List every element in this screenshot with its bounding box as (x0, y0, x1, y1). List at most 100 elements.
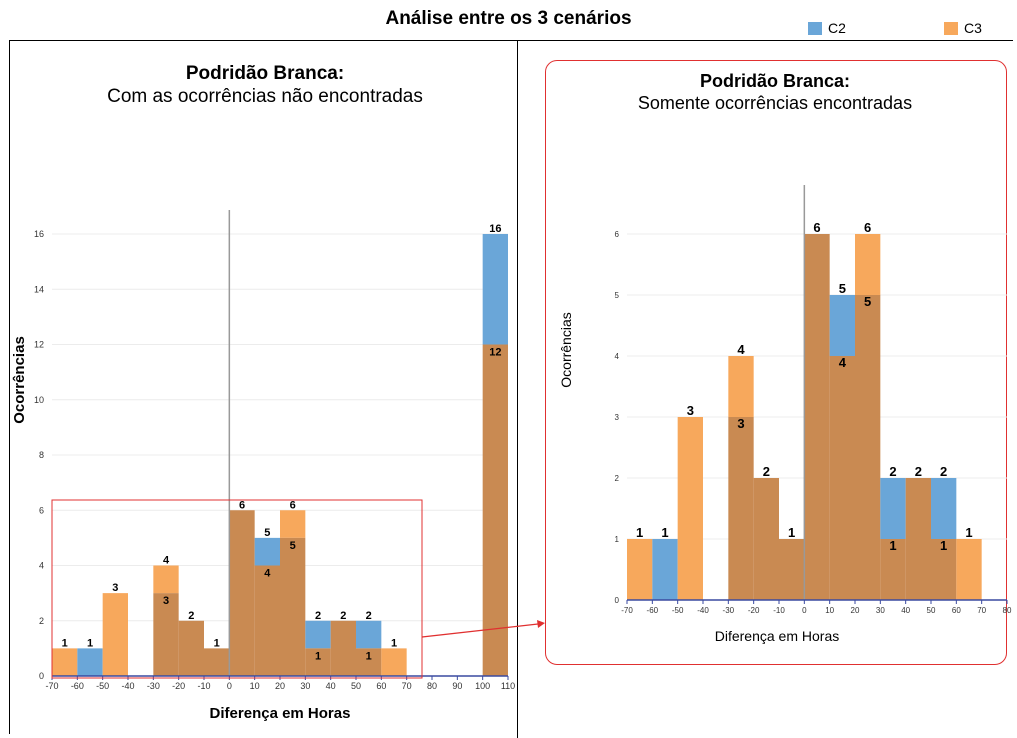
chart0-y-tick-label: 14 (34, 284, 44, 294)
chart1-x-tick-label: -30 (723, 606, 735, 615)
chart0-bar-overlap (178, 620, 204, 676)
chart0-bar-c2 (482, 234, 508, 345)
chart1-x-tick-label: 10 (825, 606, 834, 615)
chart0-bar-c3 (52, 648, 78, 676)
chart1-data-label: 2 (889, 464, 896, 479)
chart0-bar-c3 (153, 565, 179, 594)
chart0-x-tick-label: -60 (71, 681, 84, 691)
chart1-data-label: 6 (864, 220, 871, 235)
chart1-bar-overlap (779, 539, 805, 600)
chart0-data-label: 6 (290, 499, 296, 511)
chart0-data-label: 1 (315, 650, 321, 662)
chart0-data-label: 2 (340, 610, 346, 622)
chart1-y-tick-label: 4 (615, 352, 620, 361)
chart1-bar-overlap (880, 539, 906, 600)
chart0-bar-overlap (305, 648, 331, 676)
chart1-data-label: 5 (864, 294, 871, 309)
chart1-x-tick-label: 80 (1003, 606, 1012, 615)
chart0-y-tick-label: 16 (34, 229, 44, 239)
chart0-x-tick-label: -70 (45, 681, 58, 691)
legend-label-c3: C3 (964, 20, 982, 36)
chart1-data-label: 4 (737, 342, 745, 357)
chart1-x-tick-label: 40 (901, 606, 910, 615)
right-panel-title-sub: Somente ocorrências encontradas (637, 93, 913, 113)
chart1-bar-c3 (627, 539, 653, 600)
chart1-data-label: 1 (889, 538, 896, 553)
chart1-x-tick-label: 20 (851, 606, 860, 615)
chart0-bar-c2 (356, 620, 382, 649)
chart1-bar-c3 (855, 234, 881, 295)
chart0-bar-overlap (204, 648, 230, 676)
chart1-bar-c2 (829, 295, 855, 356)
chart1-y-tick-label: 0 (615, 596, 620, 605)
chart1-x-tick-label: 70 (977, 606, 986, 615)
chart1-x-tick-label: 50 (927, 606, 936, 615)
chart1-data-label: 4 (839, 355, 847, 370)
chart0-bar-overlap (356, 648, 382, 676)
chart0-y-axis-label: Ocorrências (11, 336, 28, 424)
chart0-x-tick-label: -50 (96, 681, 109, 691)
chart1-data-label: 1 (661, 525, 668, 540)
chart0-x-tick-label: 30 (300, 681, 310, 691)
chart0-bar-overlap (254, 565, 280, 676)
chart1-y-tick-label: 1 (615, 535, 620, 544)
chart0-x-tick-label: 100 (475, 681, 490, 691)
chart0-x-tick-label: 60 (376, 681, 386, 691)
chart1-bar-overlap (753, 478, 779, 600)
chart1-bar-c3 (728, 356, 754, 417)
chart0-x-tick-label: 10 (250, 681, 260, 691)
chart0-bar-c3 (381, 648, 407, 676)
chart1-x-tick-label: 30 (876, 606, 885, 615)
chart0-y-tick-label: 6 (39, 505, 44, 515)
chart0-bar-overlap (330, 620, 356, 676)
chart1-x-tick-label: -60 (647, 606, 659, 615)
chart0-data-label: 1 (391, 637, 397, 649)
chart1-x-tick-label: -50 (672, 606, 684, 615)
chart0-bar-overlap (229, 510, 255, 676)
chart0-data-label: 16 (489, 223, 501, 235)
left-panel-title-sub: Com as ocorrências não encontradas (107, 86, 423, 107)
chart0-bar-overlap (153, 593, 179, 676)
chart0-bar-c2 (254, 537, 280, 566)
chart0-data-label: 5 (290, 540, 296, 552)
chart0-data-label: 2 (188, 610, 194, 622)
chart1-bar-c2 (880, 478, 906, 539)
chart0-x-tick-label: 0 (227, 681, 232, 691)
chart1-bar-overlap (829, 356, 855, 600)
legend-item-c3: C3 (944, 20, 982, 36)
chart0-y-tick-label: 8 (39, 450, 44, 460)
chart1-data-label: 1 (636, 525, 643, 540)
chart0-x-tick-label: -20 (172, 681, 185, 691)
chart1-data-label: 2 (763, 464, 770, 479)
chart0-data-label: 4 (264, 568, 271, 580)
chart0-bar-c3 (102, 593, 128, 676)
chart1-data-label: 2 (940, 464, 947, 479)
chart0-bar-c2 (305, 620, 331, 649)
chart0-x-tick-label: -40 (121, 681, 134, 691)
chart0-bar-overlap (482, 344, 508, 676)
chart1-x-tick-label: 0 (802, 606, 807, 615)
legend-swatch-c3 (944, 22, 958, 35)
chart0-data-label: 3 (112, 582, 118, 594)
chart1-x-axis-label: Diferença em Horas (715, 628, 840, 644)
chart0-x-tick-label: 20 (275, 681, 285, 691)
chart1-y-tick-label: 2 (615, 474, 620, 483)
chart0-data-label: 1 (87, 637, 93, 649)
chart0-y-tick-label: 4 (39, 561, 44, 571)
chart0-y-tick-label: 0 (39, 671, 44, 681)
left-panel-title: Podridão Branca: Com as ocorrências não … (30, 62, 500, 108)
chart0-data-label: 6 (239, 499, 245, 511)
chart1-y-tick-label: 5 (615, 291, 620, 300)
chart0-data-label: 1 (214, 637, 220, 649)
panel-divider (517, 40, 518, 738)
chart0-data-label: 5 (264, 527, 270, 539)
chart0-data-label: 2 (366, 610, 372, 622)
chart0-x-tick-label: 50 (351, 681, 361, 691)
chart1-bar-c2 (931, 478, 957, 539)
chart1-data-label: 1 (788, 525, 795, 540)
chart1-y-axis-label: Ocorrências (558, 312, 574, 387)
left-panel-title-bold: Podridão Branca: (185, 63, 345, 84)
chart1-data-label: 1 (940, 538, 947, 553)
chart1-bar-c3 (677, 417, 703, 600)
